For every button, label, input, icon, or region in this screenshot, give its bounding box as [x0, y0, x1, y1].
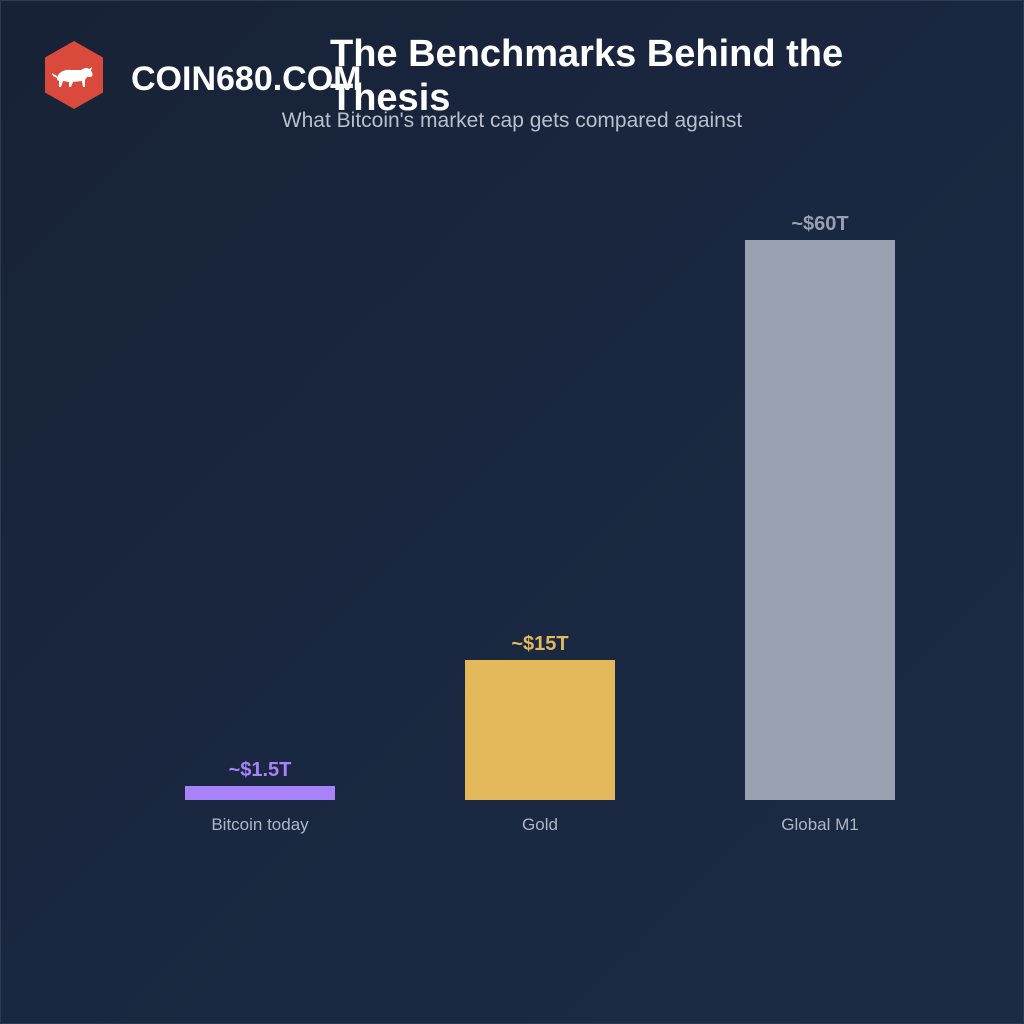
bar-2: [745, 240, 895, 800]
brand-logo-icon: [45, 41, 103, 109]
bar-value-label-1: ~$15T: [511, 633, 568, 655]
chart-title: The Benchmarks Behind the Thesis: [330, 33, 844, 119]
bar-value-label-0: ~$1.5T: [229, 759, 292, 781]
category-label-2: Global M1: [781, 815, 858, 834]
bar-1: [465, 660, 615, 800]
bar-value-label-2: ~$60T: [791, 213, 848, 235]
category-label-0: Bitcoin today: [211, 815, 309, 834]
brand-name: COIN680.COM: [131, 60, 362, 98]
chart-subtitle: What Bitcoin's market cap gets compared …: [281, 109, 743, 132]
bar-0: [185, 786, 335, 800]
category-label-1: Gold: [522, 815, 558, 834]
